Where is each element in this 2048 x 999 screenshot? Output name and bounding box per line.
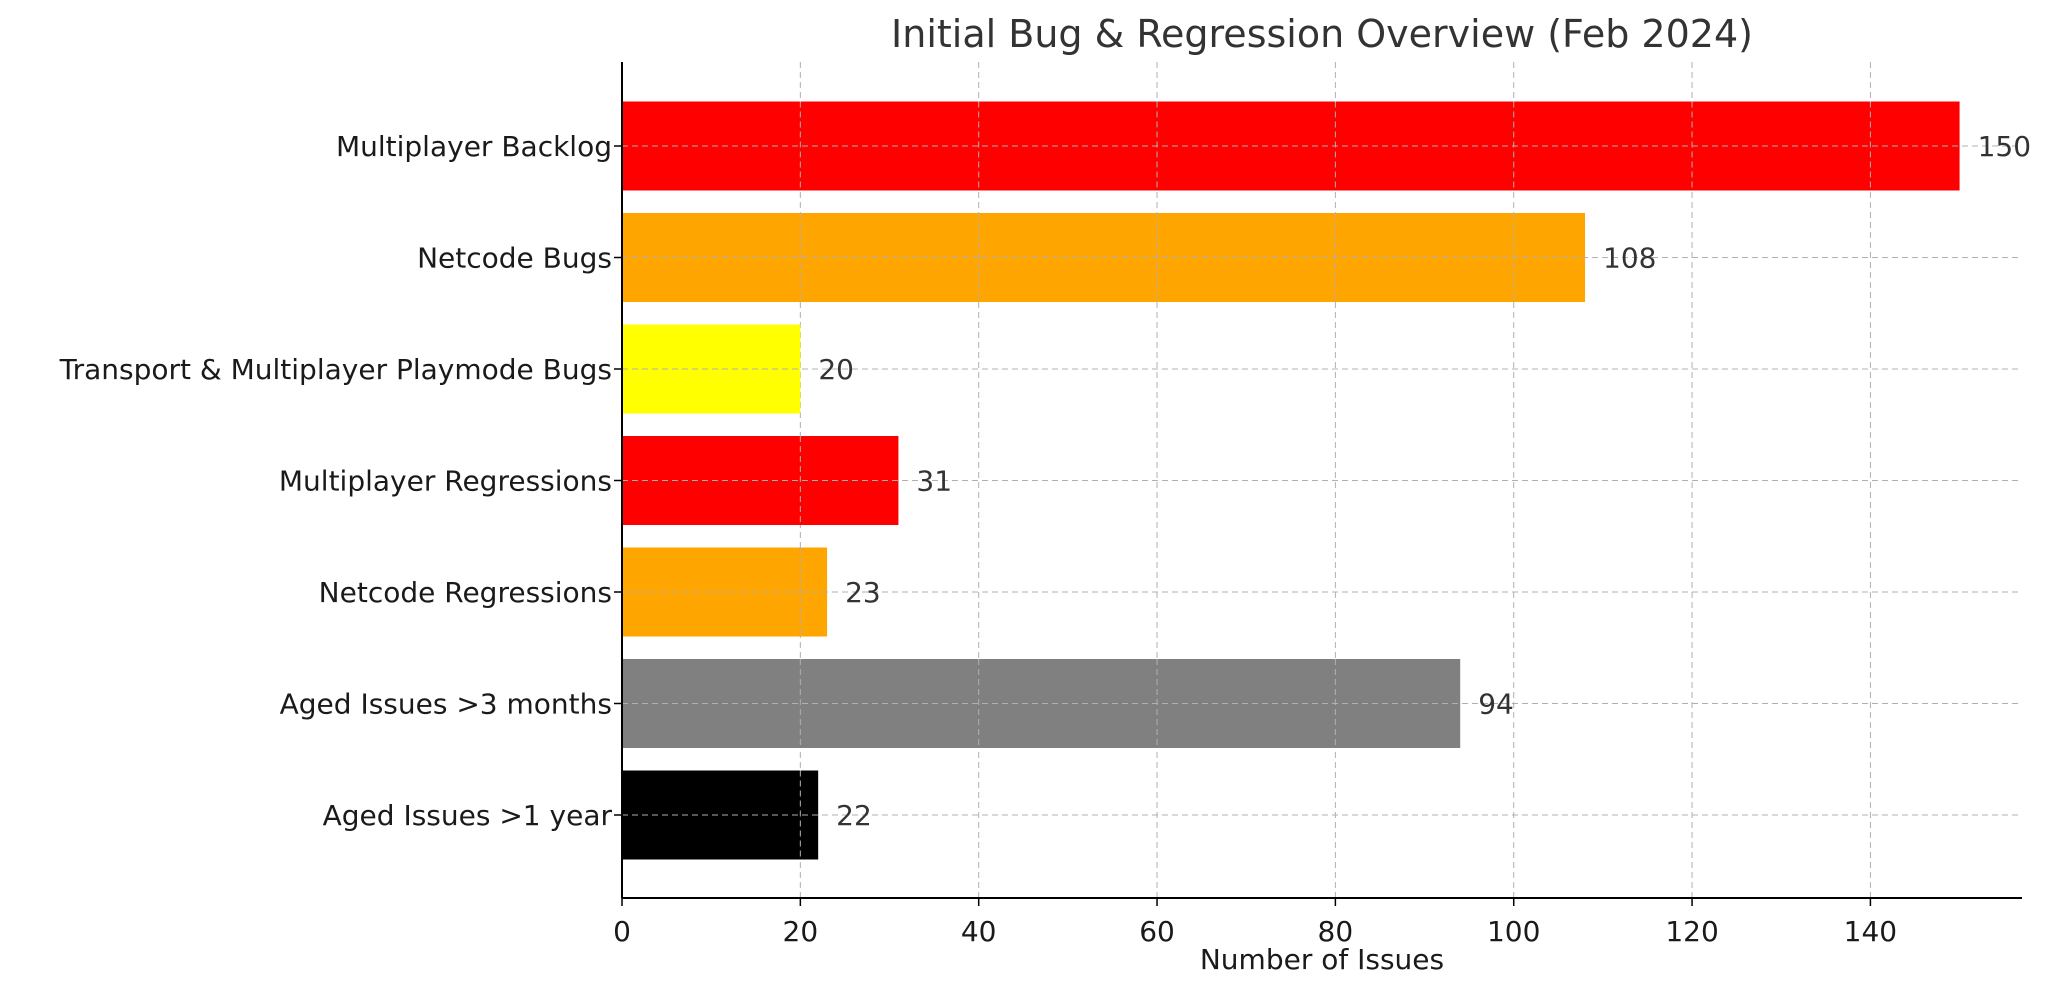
value-label: 23	[845, 576, 881, 609]
category-label: Aged Issues >3 months	[280, 688, 612, 721]
bar	[622, 324, 801, 414]
bar	[622, 770, 819, 860]
value-label: 150	[1978, 130, 2031, 163]
category-label: Netcode Bugs	[417, 242, 612, 275]
x-tick-label: 80	[1318, 915, 1354, 948]
x-tick-label: 60	[1139, 915, 1175, 948]
bar-layer	[622, 101, 1960, 860]
x-tick-label: 40	[961, 915, 997, 948]
value-label: 20	[818, 353, 854, 386]
value-label: 108	[1603, 242, 1656, 275]
category-label: Aged Issues >1 year	[323, 799, 613, 832]
x-tick-label: 120	[1665, 915, 1718, 948]
chart-title: Initial Bug & Regression Overview (Feb 2…	[891, 12, 1753, 56]
label-layer: Multiplayer Backlog 150 Netcode Bugs 108 Tra…	[59, 130, 2031, 832]
x-tick-label: 0	[613, 915, 631, 948]
x-tick-label: 100	[1487, 915, 1540, 948]
value-label: 94	[1478, 688, 1514, 721]
value-label: 31	[916, 465, 952, 498]
category-label: Multiplayer Backlog	[336, 130, 612, 163]
tick-layer: 0 20 40 60 80 100 120 140	[613, 145, 1897, 948]
x-tick-label: 20	[783, 915, 819, 948]
x-axis-title: Number of Issues	[1200, 943, 1444, 976]
category-label: Multiplayer Regressions	[279, 465, 612, 498]
x-tick-label: 140	[1844, 915, 1897, 948]
category-label: Transport & Multiplayer Playmode Bugs	[59, 353, 612, 386]
value-label: 22	[836, 799, 872, 832]
category-label: Netcode Regressions	[319, 576, 612, 609]
bar	[622, 659, 1461, 748]
